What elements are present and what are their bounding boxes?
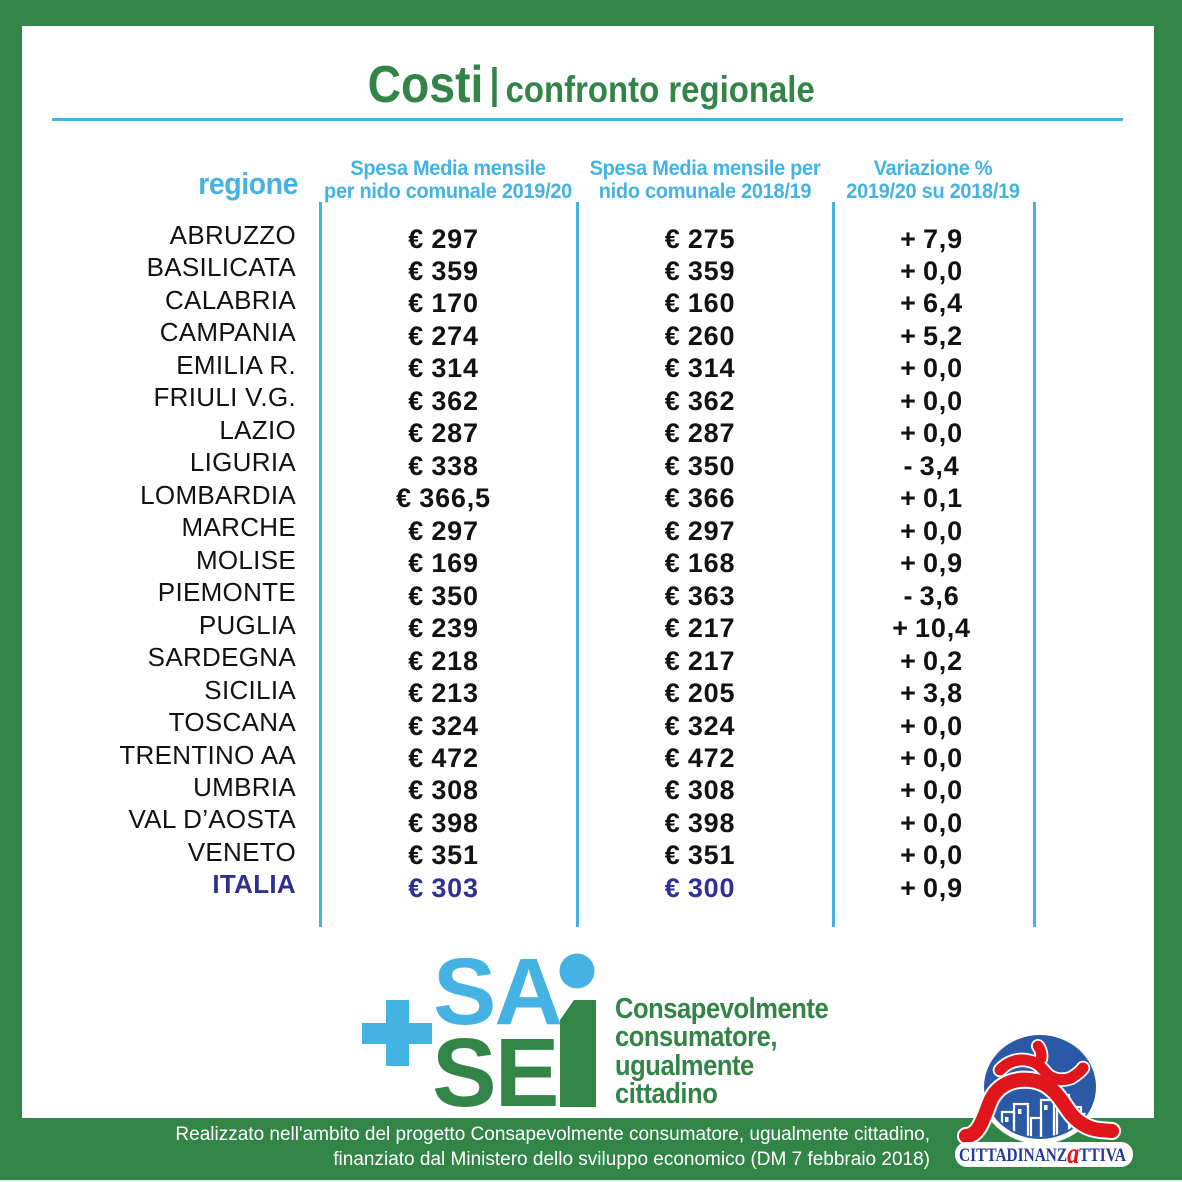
- svg-text:SE: SE: [432, 1018, 557, 1127]
- svg-text:SA: SA: [433, 939, 561, 1045]
